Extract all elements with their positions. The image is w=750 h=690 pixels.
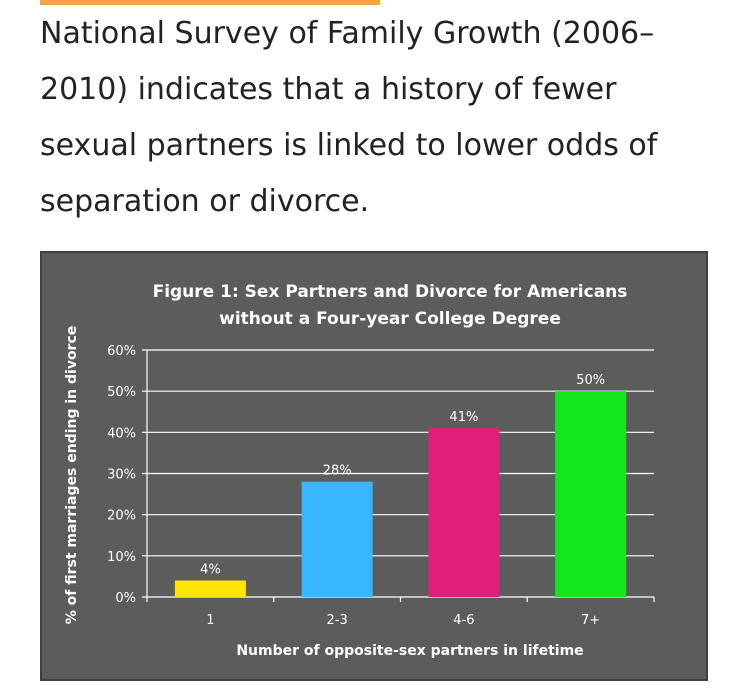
y-tick-label: 20% xyxy=(107,509,136,524)
x-axis-ticks: 1 2-3 4-6 7+ xyxy=(146,597,655,628)
data-label: 41% xyxy=(449,410,478,425)
chart-title-line-1: Figure 1: Sex Partners and Divorce for A… xyxy=(153,282,628,302)
chart-title-line-2: without a Four-year College Degree xyxy=(219,309,561,329)
y-tick-label: 10% xyxy=(107,550,136,565)
x-tick-label: 7+ xyxy=(581,613,600,628)
gridlines xyxy=(142,349,654,598)
bar-7+ xyxy=(555,391,627,597)
y-tick-label: 0% xyxy=(115,591,136,606)
article-headline: National Survey of Family Growth (2006–2… xyxy=(40,16,658,219)
chart-panel: Figure 1: Sex Partners and Divorce for A… xyxy=(40,251,708,681)
data-label: 28% xyxy=(323,464,352,479)
x-tick-label: 1 xyxy=(206,613,214,628)
y-tick-label: 60% xyxy=(107,344,136,359)
data-label: 4% xyxy=(200,563,221,578)
y-axis-label: % of first marriages ending in divorce xyxy=(64,326,80,625)
bar-chart: Figure 1: Sex Partners and Divorce for A… xyxy=(64,282,655,659)
bar-2-3 xyxy=(301,481,373,597)
bar-1 xyxy=(174,580,246,597)
bars: 4% 28% 41% 50% xyxy=(174,373,627,597)
y-tick-label: 30% xyxy=(107,468,136,483)
y-tick-label: 40% xyxy=(107,426,136,441)
bar-4-6 xyxy=(428,428,500,597)
y-tick-label: 50% xyxy=(107,385,136,400)
data-label: 50% xyxy=(576,373,605,388)
y-axis-ticks: 0% 10% 20% 30% 40% 50% 60% xyxy=(107,344,136,606)
header-accent-bar xyxy=(40,0,380,5)
x-tick-label: 2-3 xyxy=(327,613,348,628)
x-tick-label: 4-6 xyxy=(453,613,474,628)
x-axis-label: Number of opposite-sex partners in lifet… xyxy=(236,643,583,659)
